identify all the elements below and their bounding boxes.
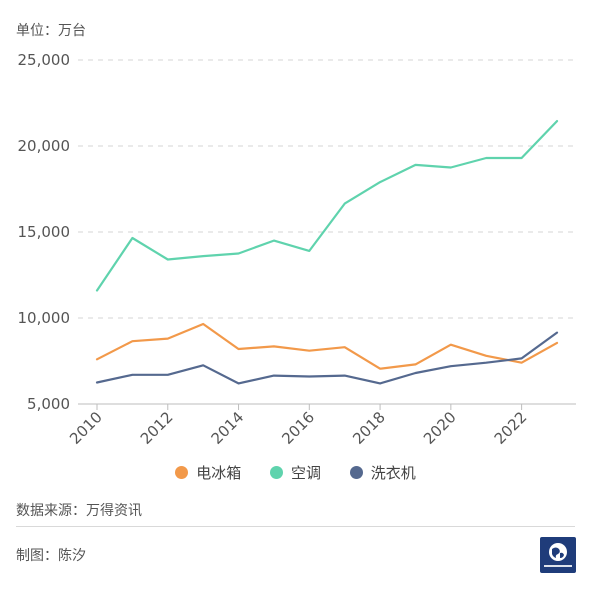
series-line-0	[95, 322, 559, 370]
series-line-1	[95, 119, 559, 292]
legend-label-washer: 洗衣机	[370, 464, 416, 482]
legend-swatch-fridge	[175, 466, 189, 479]
publisher-logo	[540, 537, 576, 573]
y-tick-label: 25,000	[18, 51, 71, 69]
y-tick-label: 15,000	[18, 223, 71, 241]
legend: 电冰箱 空调 洗衣机	[0, 462, 591, 483]
unit-label: 单位：万台	[16, 23, 86, 39]
legend-item-washer[interactable]: 洗衣机	[349, 462, 416, 483]
x-tick-label: 2022	[491, 408, 531, 448]
grid-lines	[78, 59, 576, 405]
x-tick-label: 2010	[66, 408, 106, 448]
globe-icon	[544, 543, 572, 567]
source-note: 数据来源：万得资讯	[16, 503, 142, 519]
divider	[16, 526, 575, 527]
legend-swatch-ac	[269, 466, 283, 479]
x-tick-label: 2012	[137, 408, 177, 448]
y-tick-label: 10,000	[18, 309, 71, 327]
legend-label-fridge: 电冰箱	[196, 464, 242, 482]
series-lines	[95, 119, 559, 385]
x-tick-label: 2018	[349, 408, 389, 448]
x-tick-label: 2016	[278, 408, 318, 448]
series-line-2	[95, 331, 559, 385]
legend-swatch-washer	[349, 466, 363, 479]
y-tick-label: 20,000	[18, 137, 71, 155]
x-tick-label: 2014	[208, 408, 248, 448]
y-tick-label: 5,000	[27, 395, 70, 413]
legend-label-ac: 空调	[290, 464, 321, 482]
x-axis-ticks: 2010 2012 2014 2016 2018 2020 2022	[66, 404, 530, 448]
credit-note: 制图：陈汐	[16, 548, 86, 564]
x-tick-label: 2020	[420, 408, 460, 448]
legend-item-fridge[interactable]: 电冰箱	[175, 462, 241, 483]
legend-item-ac[interactable]: 空调	[269, 462, 321, 483]
y-axis-ticks: 25,000 20,000 15,000 10,000 5,000	[18, 51, 71, 413]
